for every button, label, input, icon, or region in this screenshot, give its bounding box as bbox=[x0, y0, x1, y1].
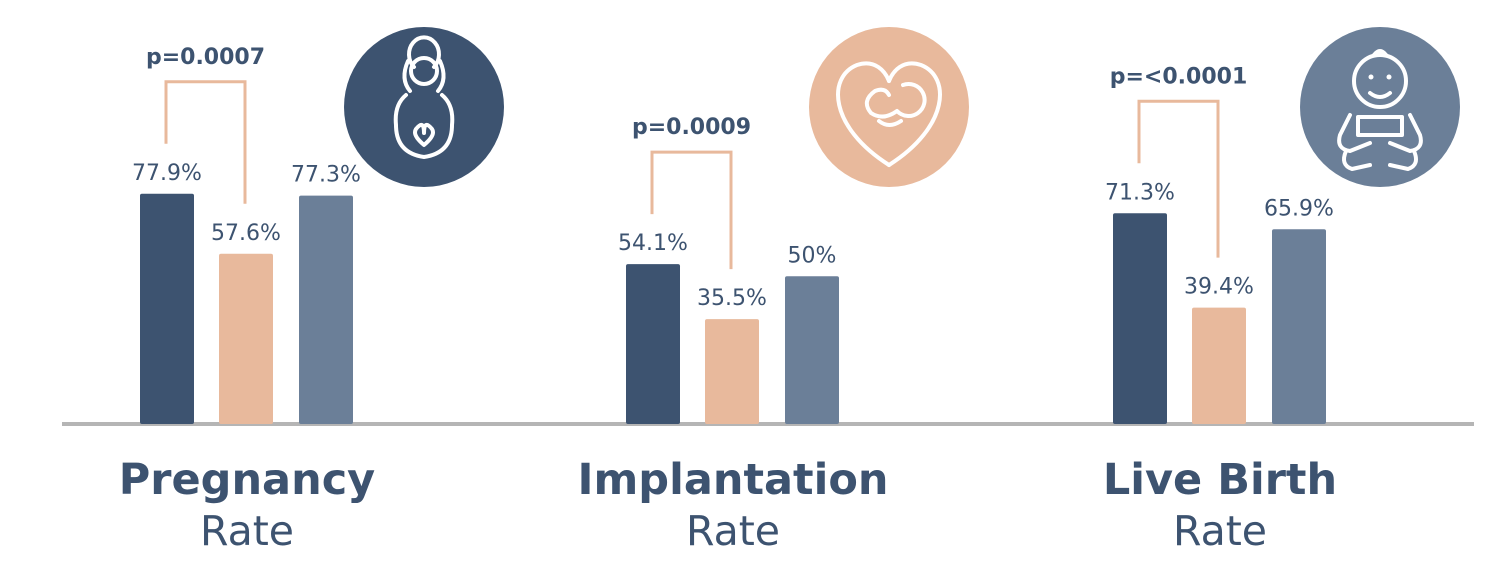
value-label-1-3: 77.3% bbox=[291, 163, 361, 188]
group-title-3: Live Birth bbox=[1103, 455, 1337, 505]
value-label-3-2: 39.4% bbox=[1184, 275, 1254, 300]
icon-eye-left bbox=[1368, 74, 1374, 80]
icon-stroke-1 bbox=[402, 59, 412, 93]
group-title-1: Pregnancy bbox=[119, 455, 375, 505]
icon-stroke-1 bbox=[887, 61, 942, 167]
icon-face bbox=[409, 56, 439, 86]
icon-stroke-0 bbox=[407, 35, 441, 69]
bar-1-2 bbox=[219, 253, 273, 424]
bar-1-3 bbox=[299, 195, 353, 424]
icon-stroke-2 bbox=[864, 82, 927, 119]
icon-stroke-3 bbox=[393, 93, 455, 159]
icon-stroke-2 bbox=[436, 59, 446, 93]
icon-stroke-0 bbox=[836, 61, 891, 167]
value-label-3-1: 71.3% bbox=[1105, 180, 1175, 205]
bar-3-2 bbox=[1192, 307, 1246, 424]
value-label-1-2: 57.6% bbox=[211, 221, 281, 246]
value-label-1-1: 77.9% bbox=[132, 161, 202, 186]
icon-stroke-4 bbox=[1356, 115, 1404, 137]
p-value-label-3: p=<0.0001 bbox=[1110, 64, 1248, 89]
icon-circle bbox=[344, 27, 504, 187]
icon-circle bbox=[809, 27, 969, 187]
p-value-label-2: p=0.0009 bbox=[632, 115, 751, 140]
value-label-2-2: 35.5% bbox=[697, 286, 767, 311]
significance-bracket-3 bbox=[1137, 99, 1220, 258]
significance-bracket-2 bbox=[650, 150, 733, 270]
icon-eye-right bbox=[1386, 74, 1392, 80]
bar-2-1 bbox=[626, 264, 680, 424]
bar-2-3 bbox=[785, 276, 839, 424]
icon-head bbox=[1352, 53, 1408, 109]
icon-stroke-5 bbox=[1342, 149, 1372, 171]
significance-bracket-1 bbox=[164, 80, 247, 204]
group-subtitle-1: Rate bbox=[200, 507, 294, 555]
icon-stroke-3 bbox=[1388, 113, 1423, 153]
value-label-3-3: 65.9% bbox=[1264, 196, 1334, 221]
group-subtitle-3: Rate bbox=[1173, 507, 1267, 555]
group-subtitle-2: Rate bbox=[686, 507, 780, 555]
icon-stroke-3 bbox=[877, 119, 903, 127]
icon-stroke-1 bbox=[1368, 91, 1392, 99]
p-value-label-1: p=0.0007 bbox=[146, 45, 265, 70]
bar-1-1 bbox=[140, 193, 194, 424]
pregnant-woman-icon bbox=[344, 27, 504, 187]
value-label-2-3: 50% bbox=[788, 243, 837, 268]
bar-3-3 bbox=[1272, 229, 1326, 424]
icon-stroke-4 bbox=[413, 122, 435, 147]
icon-stroke-2 bbox=[1337, 113, 1372, 153]
baby-icon bbox=[1300, 27, 1460, 187]
value-label-2-1: 54.1% bbox=[618, 231, 688, 256]
bar-3-1 bbox=[1113, 213, 1167, 424]
fetus-in-womb-icon bbox=[809, 27, 969, 187]
icon-stroke-6 bbox=[1388, 149, 1418, 171]
bar-2-2 bbox=[705, 319, 759, 424]
group-title-2: Implantation bbox=[578, 455, 889, 505]
